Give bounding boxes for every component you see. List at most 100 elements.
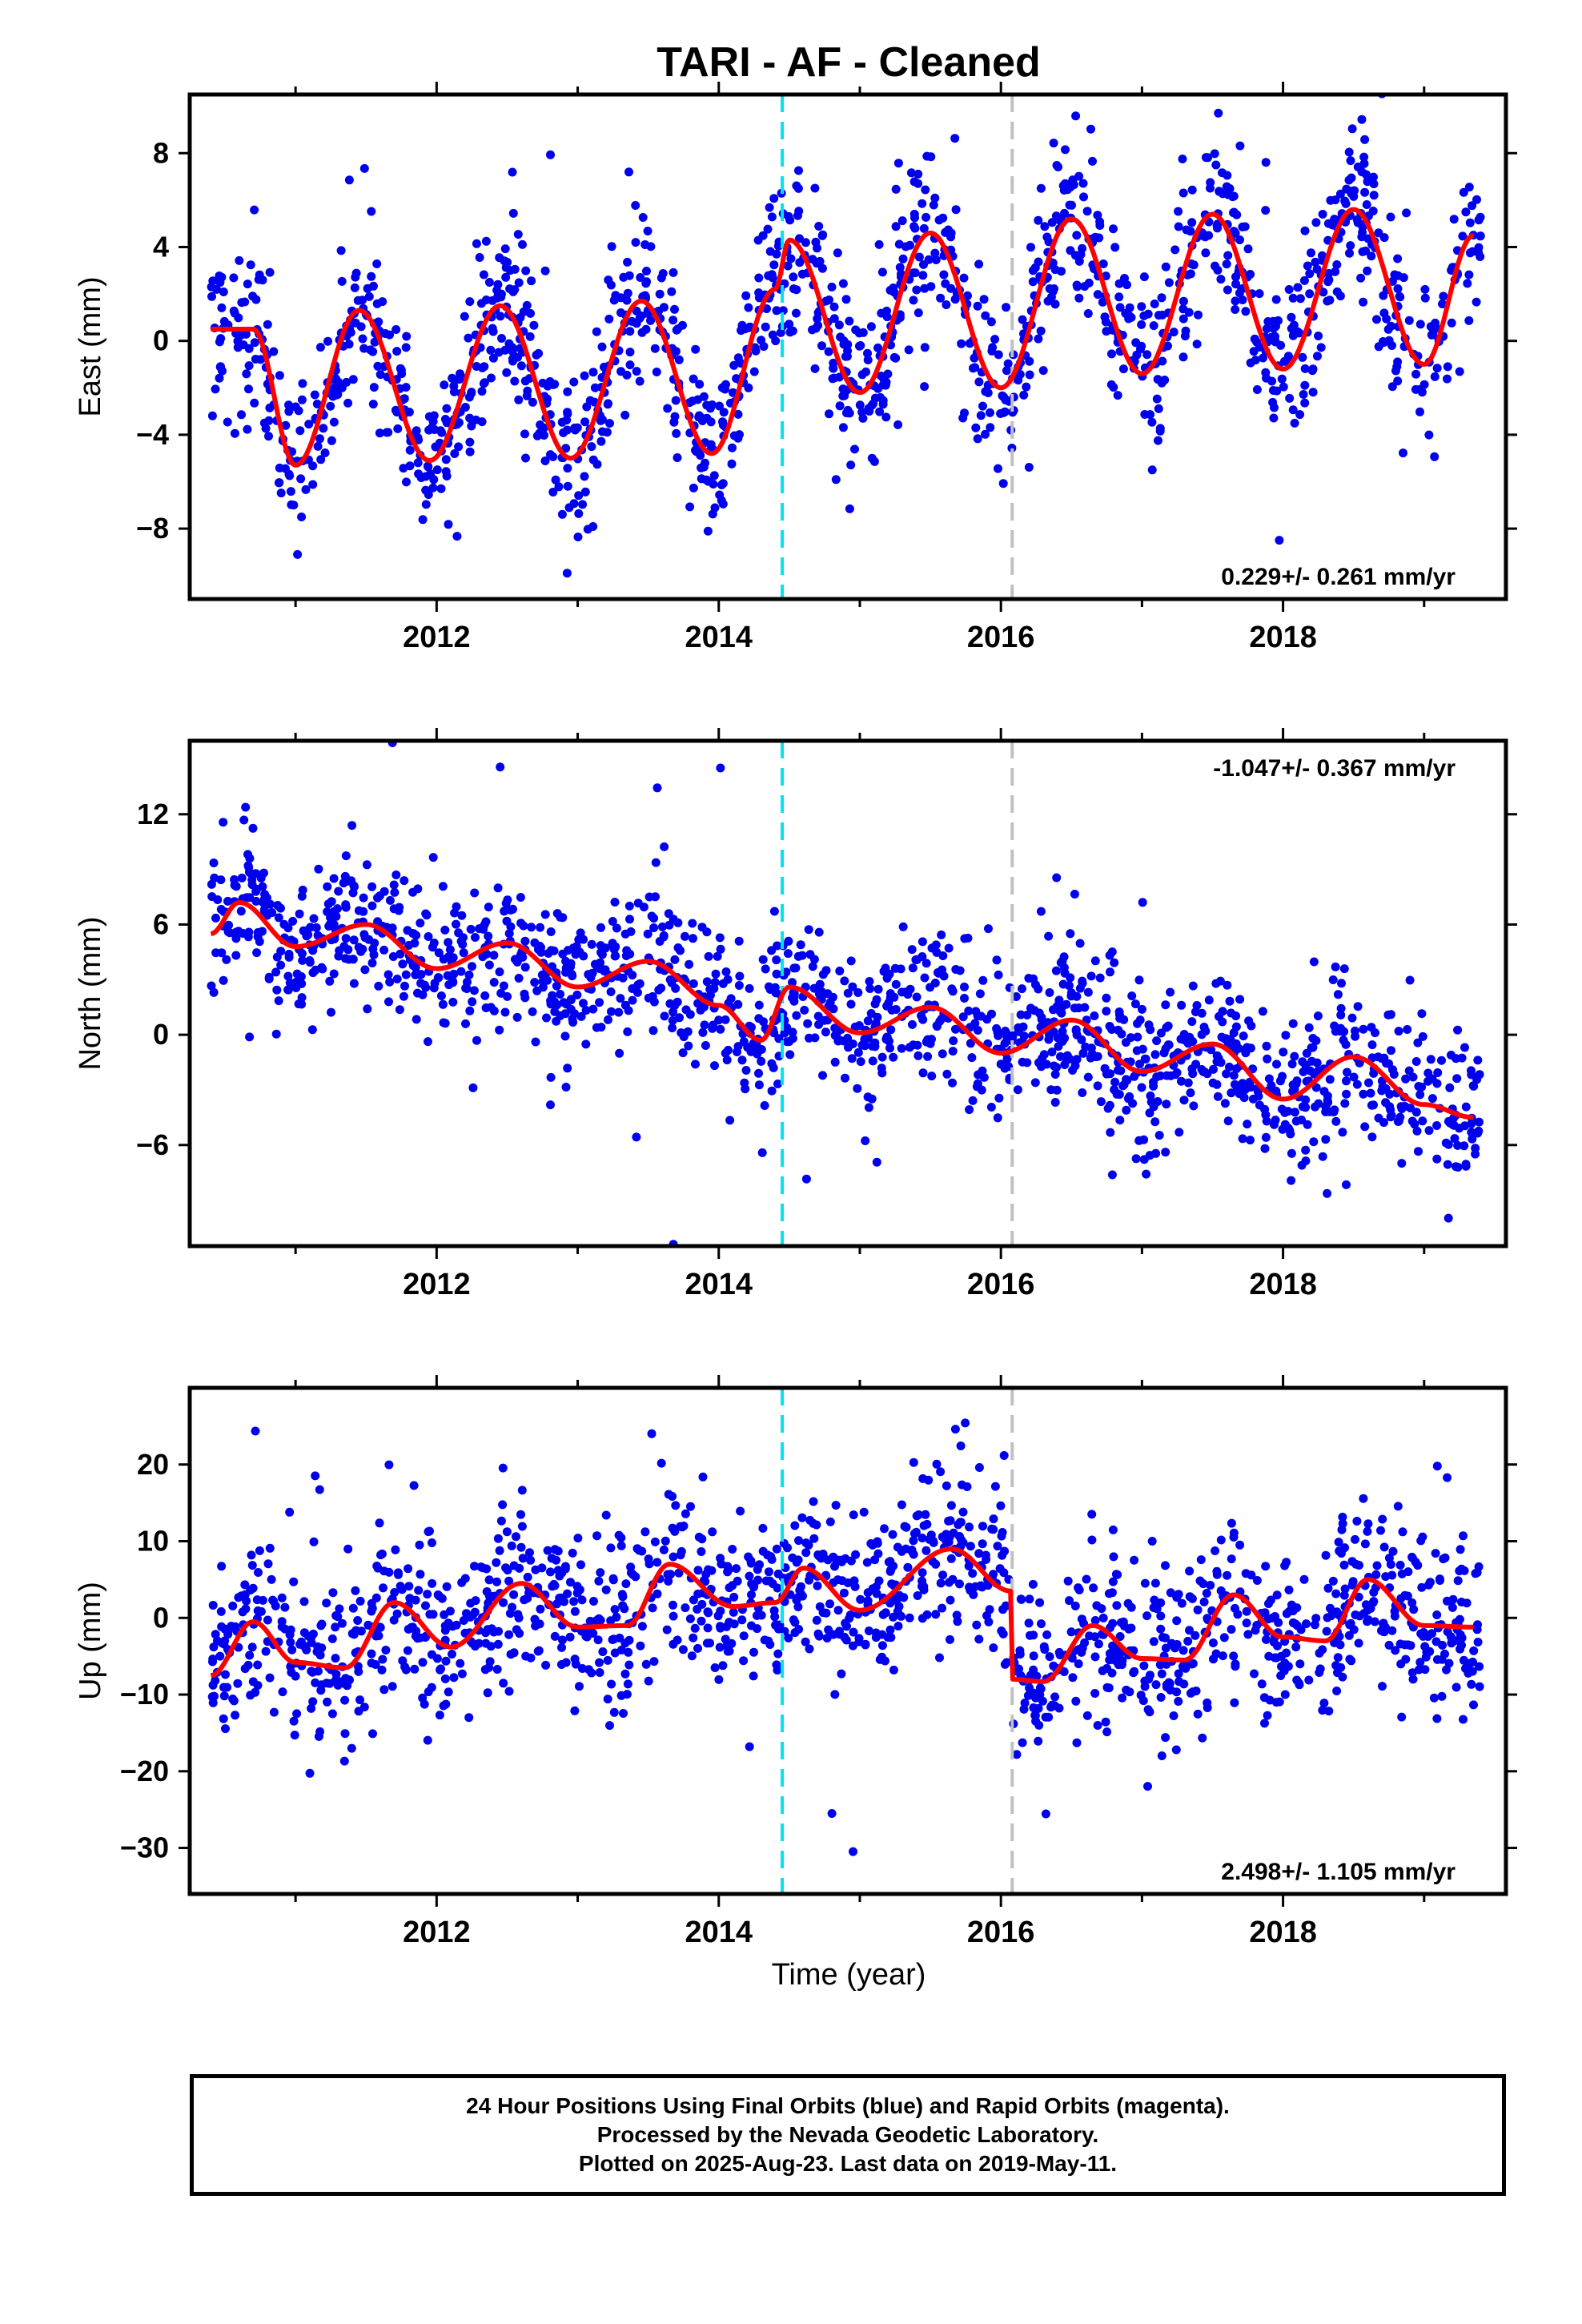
east-point	[243, 279, 252, 289]
up-point	[849, 1627, 858, 1637]
east-point	[841, 295, 851, 304]
north-point	[1053, 1033, 1062, 1043]
east-point	[1393, 376, 1403, 386]
north-point	[566, 959, 576, 968]
east-point	[1211, 160, 1221, 170]
up-point	[1338, 1672, 1347, 1682]
up-point	[1395, 1639, 1405, 1649]
east-point	[1007, 444, 1017, 452]
east-point	[545, 377, 555, 386]
east-point	[834, 320, 844, 330]
up-point	[687, 1651, 697, 1661]
east-point	[464, 392, 474, 402]
up-point	[1002, 1601, 1011, 1610]
up-point	[1431, 1549, 1440, 1558]
up-point	[1294, 1679, 1303, 1688]
north-point	[519, 921, 528, 931]
east-point	[472, 239, 481, 248]
north-point	[625, 915, 634, 924]
east-point	[718, 479, 728, 489]
north-point	[1045, 988, 1054, 997]
north-point	[1220, 1099, 1230, 1108]
north-point	[1078, 1088, 1087, 1097]
north-point	[1126, 1057, 1135, 1067]
up-point	[1097, 1604, 1106, 1614]
north-point	[325, 976, 335, 986]
north-point	[967, 1053, 977, 1063]
up-point	[708, 1527, 717, 1537]
east-point	[336, 246, 346, 255]
up-point	[725, 1583, 734, 1593]
up-point	[661, 1536, 670, 1546]
north-point	[354, 943, 363, 952]
up-point	[1155, 1660, 1165, 1670]
up-point	[685, 1614, 695, 1623]
east-point	[1360, 135, 1370, 144]
east-point	[1295, 410, 1305, 420]
north-point	[1060, 1060, 1070, 1069]
north-point	[1106, 1128, 1115, 1137]
up-point	[646, 1339, 655, 1348]
up-point	[1339, 1590, 1349, 1600]
north-point	[632, 1132, 641, 1142]
north-point	[302, 931, 311, 941]
east-point	[378, 297, 387, 307]
east-point	[1300, 364, 1310, 373]
north-point	[889, 1052, 898, 1062]
north-point	[520, 936, 530, 946]
up-point	[372, 1562, 382, 1570]
up-point	[1420, 1665, 1430, 1675]
east-point	[792, 181, 801, 191]
north-point	[1191, 1059, 1201, 1069]
north-point	[1312, 1058, 1322, 1068]
north-point	[809, 955, 819, 964]
north-point	[1262, 1116, 1271, 1126]
up-point	[758, 1523, 768, 1533]
north-point	[532, 986, 542, 995]
north-point	[418, 990, 428, 999]
north-point	[1114, 1065, 1122, 1075]
north-point	[223, 896, 232, 906]
east-point	[1114, 279, 1124, 288]
up-point	[1352, 1517, 1362, 1526]
east-point	[1369, 172, 1378, 182]
east-point	[554, 482, 564, 492]
north-point	[493, 883, 503, 893]
east-point	[1113, 391, 1122, 400]
north-point	[448, 997, 458, 1007]
up-point	[1403, 1591, 1412, 1601]
east-point	[866, 322, 876, 332]
east-point	[510, 376, 520, 386]
east-point	[329, 417, 339, 427]
up-point	[1442, 1665, 1451, 1675]
east-point	[477, 417, 487, 427]
east-point	[1060, 208, 1069, 218]
up-point	[659, 1545, 669, 1554]
north-point	[721, 967, 731, 976]
up-point	[253, 1606, 263, 1615]
up-point	[747, 1621, 756, 1630]
up-point	[487, 1624, 496, 1634]
up-point	[1212, 1570, 1222, 1579]
up-point	[428, 1538, 436, 1547]
north-point	[721, 1048, 730, 1058]
north-point	[648, 1026, 658, 1035]
north-point	[920, 973, 930, 983]
east-point	[1341, 199, 1351, 208]
north-point	[1022, 1011, 1032, 1019]
up-point	[1323, 1583, 1333, 1593]
north-point	[1287, 1148, 1296, 1158]
east-point	[344, 340, 354, 349]
up-point	[955, 1579, 964, 1589]
up-point	[1149, 1637, 1158, 1647]
east-point	[449, 387, 459, 396]
east-point	[1393, 284, 1403, 293]
north-point	[1415, 1090, 1425, 1100]
up-point	[1457, 1640, 1466, 1650]
up-point	[309, 1537, 319, 1546]
north-point	[1337, 979, 1346, 988]
up-point	[998, 1629, 1008, 1638]
north-point	[449, 969, 459, 979]
up-point	[601, 1510, 611, 1520]
north-point	[612, 923, 621, 933]
